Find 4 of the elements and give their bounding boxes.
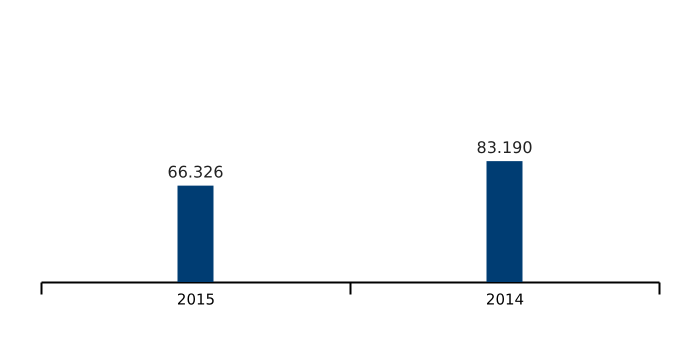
data-label: 66.326 [168,162,224,182]
data-label: 83.190 [476,138,532,158]
x-tick-label: 2014 [486,290,524,308]
x-tick-label: 2015 [176,290,216,308]
